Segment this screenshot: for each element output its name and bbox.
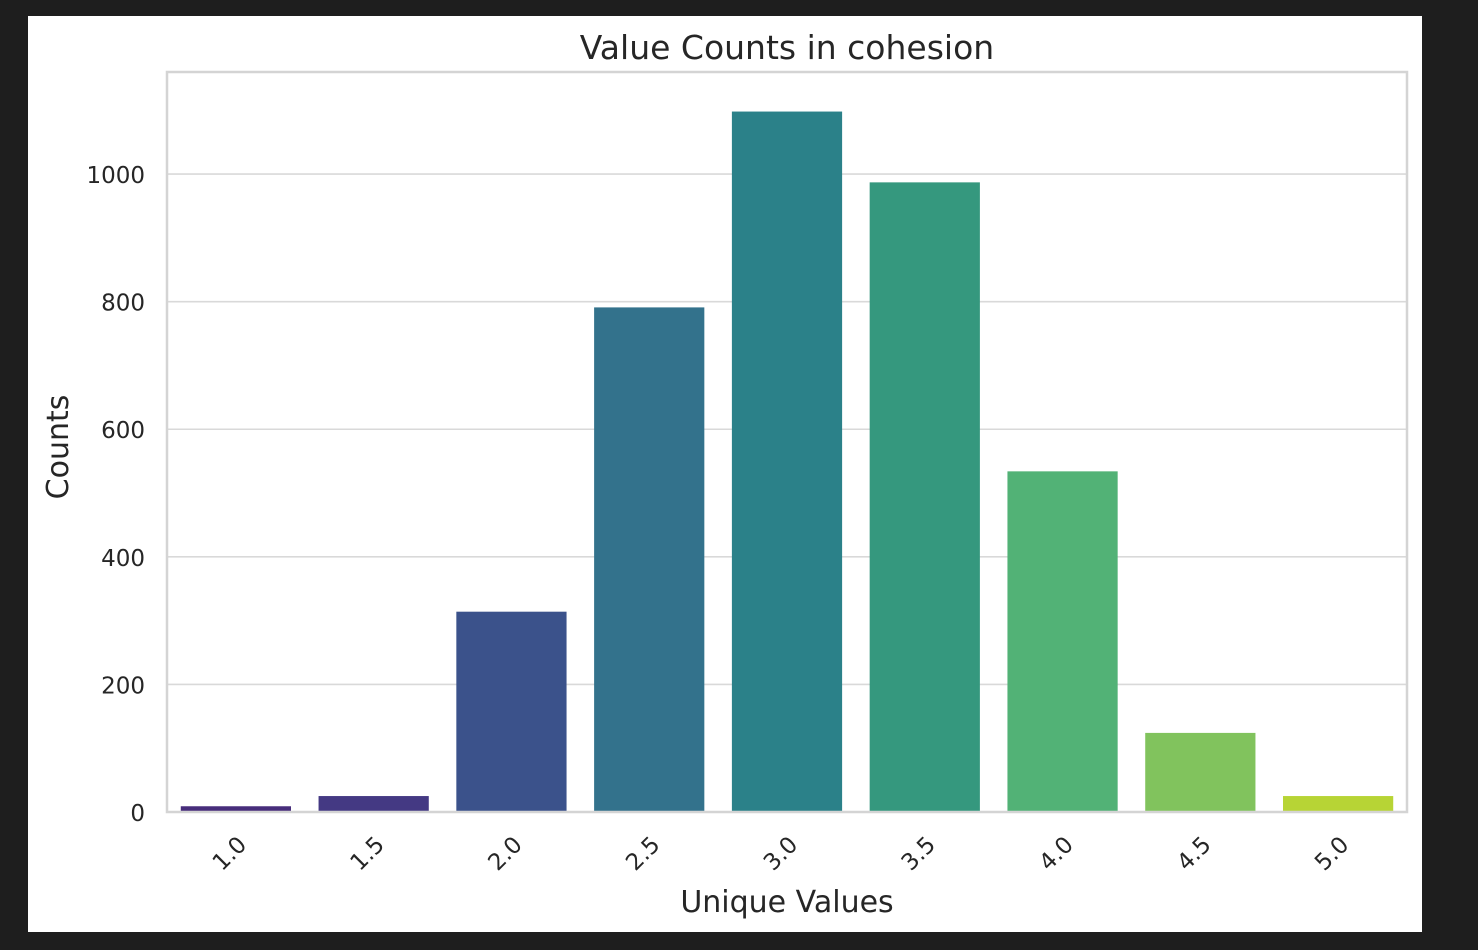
bar-1.0: [180, 806, 291, 812]
x-tick-label: 3.0: [759, 832, 803, 876]
bars: [180, 111, 1394, 813]
chart-title: Value Counts in cohesion: [580, 28, 994, 67]
x-tick-label: 5.0: [1310, 832, 1354, 876]
y-tick-labels: 0 200 400 600 800 1000: [86, 163, 145, 827]
y-tick-label: 400: [101, 546, 145, 572]
y-tick-label: 600: [101, 418, 145, 444]
x-tick-label: 1.0: [208, 832, 252, 876]
bar-4.0: [1007, 471, 1118, 812]
bar-2.5: [594, 307, 705, 812]
x-tick-labels: 1.0 1.5 2.0 2.5 3.0 3.5 4.0 4.5 5.0: [208, 832, 1354, 876]
plot-frame: [165, 70, 1409, 814]
bar-2.0: [456, 611, 567, 812]
x-tick-label: 4.5: [1172, 832, 1216, 876]
x-axis-label: Unique Values: [680, 885, 893, 920]
x-tick-label: 1.5: [346, 832, 390, 876]
y-tick-label: 200: [101, 673, 145, 699]
y-tick-label: 0: [130, 801, 145, 827]
bar-5.0: [1283, 796, 1394, 812]
y-axis-label: Counts: [41, 395, 76, 500]
x-tick-label: 4.0: [1035, 832, 1079, 876]
bar-1.5: [318, 796, 429, 812]
y-tick-label: 1000: [86, 163, 145, 189]
bar-3.0: [731, 111, 843, 812]
x-tick-label: 3.5: [897, 832, 941, 876]
x-tick-label: 2.5: [621, 832, 665, 876]
x-tick-label: 2.0: [483, 832, 527, 876]
bar-4.5: [1145, 732, 1256, 812]
bar-3.5: [869, 182, 980, 813]
y-tick-label: 800: [101, 291, 145, 317]
